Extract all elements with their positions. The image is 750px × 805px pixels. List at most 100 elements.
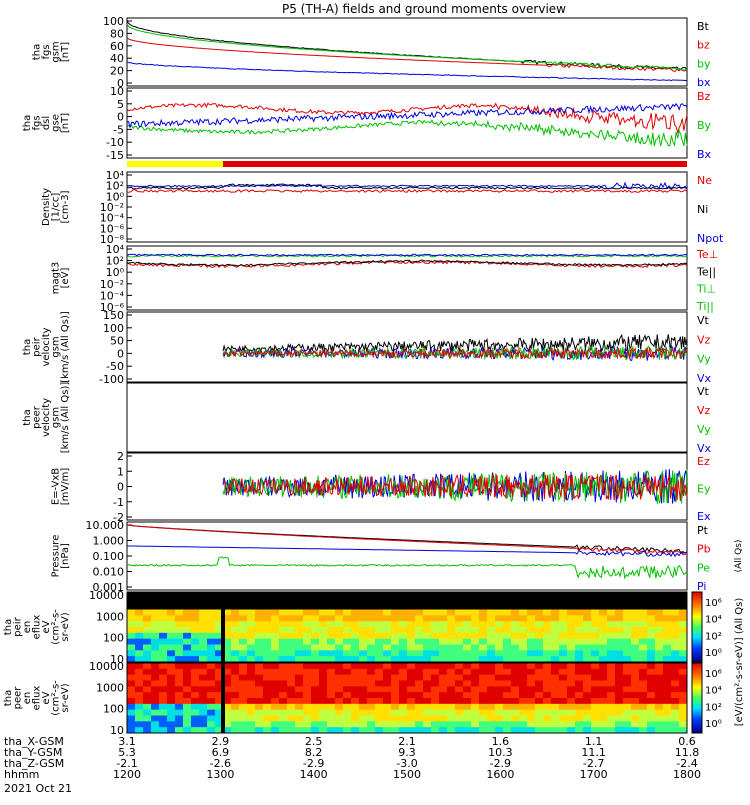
spectrogram-cell (399, 627, 408, 634)
spectrogram-cell (223, 632, 232, 640)
spectrogram-cell (495, 603, 504, 610)
spectrogram-cell (479, 721, 488, 728)
spectrogram-cell (175, 663, 184, 670)
spectrogram-cell (295, 668, 304, 676)
spectrogram-cell (247, 627, 256, 634)
spectrogram-cell (415, 615, 424, 622)
spectrogram-cell (559, 650, 568, 657)
spectrogram-cell (351, 703, 360, 711)
spectrogram-cell (679, 663, 688, 670)
spectrogram-cell (335, 638, 344, 645)
spectrogram-cell (135, 686, 144, 693)
spectrogram-cell (287, 721, 296, 728)
spectrogram-cell (311, 621, 320, 628)
spectrogram-cell (655, 592, 664, 599)
spectrogram-cell (215, 632, 224, 640)
spectrogram-cell (359, 709, 368, 716)
spectrogram-cell (199, 686, 208, 693)
spectrogram-cell (319, 656, 328, 663)
spectrogram-cell (487, 638, 496, 645)
legend-entry-Ti⊥: Ti⊥ (696, 283, 716, 296)
spectrogram-cell (591, 686, 600, 693)
x-row-label: tha_Z-GSM (4, 757, 64, 770)
y-axis-label-line: tha (32, 44, 43, 60)
spectrogram-cell (535, 650, 544, 657)
spectrogram-cell (559, 663, 568, 670)
spectrogram-cell (615, 692, 624, 699)
spectrogram-cell (303, 644, 312, 651)
spectrogram-cell (607, 644, 616, 651)
spectrogram-cell (311, 592, 320, 599)
spectrogram-cell (303, 621, 312, 628)
spectrogram-cell (671, 709, 680, 716)
spectrogram-cell (463, 650, 472, 657)
spectrogram-cell (487, 650, 496, 657)
spectrogram-cell (247, 656, 256, 663)
spectrogram-cell (191, 715, 200, 722)
spectrogram-cell (455, 597, 464, 605)
spectrogram-cell (487, 603, 496, 610)
spectrogram-cell (167, 632, 176, 640)
spectrogram-cell (351, 721, 360, 728)
spectrogram-cell (215, 597, 224, 605)
spectrogram-cell (335, 597, 344, 605)
spectrogram-cell (495, 609, 504, 616)
spectrogram-cell (375, 668, 384, 676)
spectrogram-cell (423, 644, 432, 651)
spectrogram-cell (607, 727, 616, 734)
spectrogram-cell (167, 721, 176, 728)
spectrogram-cell (511, 668, 520, 676)
spectrogram-cell (303, 674, 312, 681)
y-axis-label: thafgsgsm[nT] (32, 41, 72, 62)
spectrogram-cell (391, 656, 400, 663)
spectrogram-cell (247, 603, 256, 610)
spectrogram-cell (295, 663, 304, 670)
spectrogram-cell (599, 686, 608, 693)
spectrogram-cell (455, 709, 464, 716)
spectrogram-cell (431, 692, 440, 699)
y-axis-label-line: sr-eV) (60, 683, 71, 712)
spectrogram-cell (183, 632, 192, 640)
spectrogram-cell (207, 656, 216, 663)
spectrogram-cell (455, 627, 464, 634)
spectrogram-cell (143, 698, 152, 705)
spectrogram-cell (231, 615, 240, 622)
spectrogram-cell (495, 621, 504, 628)
spectrogram-cell (279, 621, 288, 628)
spectrogram-cell (287, 709, 296, 716)
spectrogram-cell (679, 644, 688, 651)
spectrogram-cell (367, 698, 376, 705)
spectrogram-cell (487, 644, 496, 651)
plot-title: P5 (TH-A) fields and ground moments over… (282, 2, 566, 16)
spectrogram-cell (311, 609, 320, 616)
spectrogram-cell (215, 638, 224, 645)
spectrogram-cell (511, 686, 520, 693)
spectrogram-cell (679, 656, 688, 663)
spectrogram-cell (487, 680, 496, 687)
spectrogram-cell (175, 638, 184, 645)
spectrogram-cell (623, 609, 632, 616)
spectrogram-cell (327, 727, 336, 734)
spectrogram-cell (279, 644, 288, 651)
spectrogram-cell (599, 668, 608, 676)
spectrogram-cell (215, 703, 224, 711)
spectrogram-cell (255, 721, 264, 728)
spectrogram-cell (663, 727, 672, 734)
spectrogram-cell (215, 715, 224, 722)
spectrogram-cell (423, 674, 432, 681)
x-tick-label: 1.6 (492, 735, 510, 748)
spectrogram-cell (199, 644, 208, 651)
spectrogram-cell (199, 627, 208, 634)
spectrogram-cell (639, 597, 648, 605)
spectrogram-cell (295, 621, 304, 628)
legend-entry-Vt: Vt (697, 314, 710, 327)
spectrogram-cell (679, 727, 688, 734)
spectrogram-cell (431, 615, 440, 622)
spectrogram-cell (527, 609, 536, 616)
spectrogram-cell (679, 650, 688, 657)
spectrogram-cell (431, 674, 440, 681)
spectrogram-cell (575, 698, 584, 705)
spectrogram-cell (239, 627, 248, 634)
